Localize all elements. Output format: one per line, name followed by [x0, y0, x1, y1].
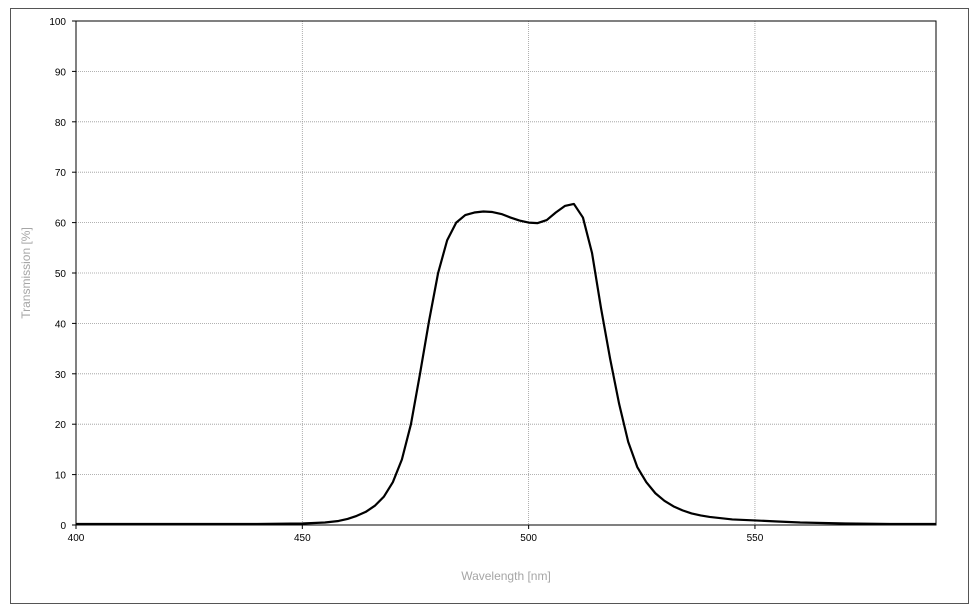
y-tick-label: 50 [55, 269, 67, 280]
plot-area [75, 20, 937, 526]
y-tick-label: 40 [55, 319, 67, 330]
y-tick-label: 20 [55, 420, 67, 431]
frame [10, 8, 969, 604]
y-tick-label: 90 [55, 67, 67, 78]
y-tick-label: 0 [60, 521, 66, 532]
data-line [76, 202, 936, 526]
y-tick-label: 60 [55, 219, 67, 230]
x-tick-label: 450 [294, 533, 311, 544]
y-tick-label: 80 [55, 118, 67, 129]
x-tick-label: 400 [68, 533, 85, 544]
y-tick-label: 100 [49, 17, 66, 28]
y-tick-label: 30 [55, 370, 67, 381]
y-tick-label: 10 [55, 471, 67, 482]
x-tick-label: 550 [747, 533, 764, 544]
y-tick-label: 70 [55, 168, 67, 179]
y-axis-title: Transmission [%] [19, 227, 33, 319]
x-tick-label: 500 [520, 533, 537, 544]
x-axis-title: Wavelength [nm] [461, 569, 551, 583]
